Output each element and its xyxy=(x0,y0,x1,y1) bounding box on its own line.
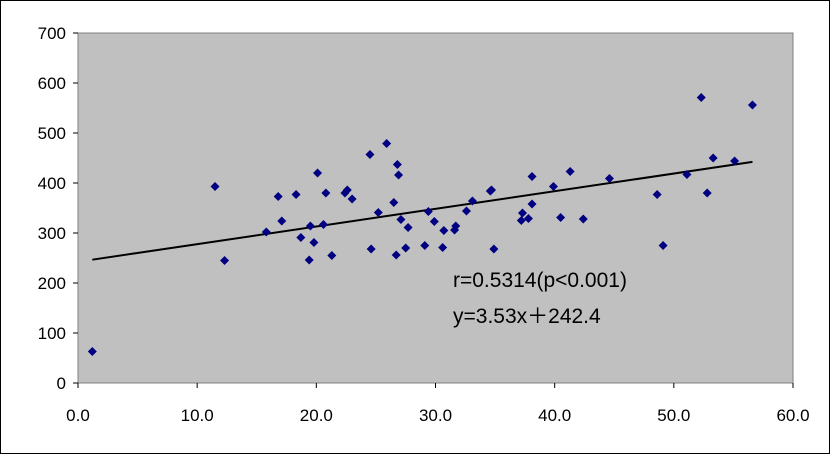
data-point xyxy=(527,172,537,181)
data-point xyxy=(382,139,392,148)
x-tick-label: 30.0 xyxy=(419,406,452,425)
data-point xyxy=(423,207,433,216)
data-point xyxy=(578,214,588,224)
data-point xyxy=(87,347,97,356)
regression-equation-annotation: y=3.53x＋242.4 xyxy=(453,305,601,328)
y-tick-label: 700 xyxy=(38,24,66,43)
data-point xyxy=(652,190,662,199)
x-axis-ticks: 0.0 10.0 20.0 30.0 40.0 50.0 60.0 xyxy=(66,383,810,425)
data-point xyxy=(296,233,306,242)
data-point xyxy=(210,182,220,191)
data-point xyxy=(342,185,352,195)
x-tick-label: 50.0 xyxy=(657,406,690,425)
data-point xyxy=(517,208,527,218)
data-point xyxy=(394,170,404,180)
data-point xyxy=(461,206,471,216)
data-point xyxy=(389,198,399,207)
data-point xyxy=(527,199,537,209)
data-point xyxy=(565,167,575,176)
data-point xyxy=(327,251,337,260)
data-point xyxy=(523,214,533,223)
data-point xyxy=(309,238,319,247)
data-point xyxy=(730,156,740,166)
data-points xyxy=(87,93,757,356)
y-tick-label: 500 xyxy=(38,124,66,143)
data-point xyxy=(318,220,328,229)
data-point xyxy=(429,217,439,226)
data-point xyxy=(702,188,712,198)
data-point xyxy=(420,241,430,250)
data-point xyxy=(321,188,331,198)
data-point xyxy=(347,194,357,204)
correlation-annotation: r=0.5314(p<0.001) xyxy=(453,269,627,292)
data-point xyxy=(391,250,401,260)
data-point xyxy=(277,216,287,226)
data-point xyxy=(261,227,271,237)
data-point xyxy=(220,256,230,265)
data-point xyxy=(401,243,411,253)
data-point xyxy=(516,216,526,225)
x-tick-label: 0.0 xyxy=(66,406,90,425)
x-tick-label: 60.0 xyxy=(776,406,809,425)
y-tick-label: 400 xyxy=(38,174,66,193)
data-point xyxy=(439,226,449,235)
x-tick-label: 20.0 xyxy=(300,406,333,425)
y-tick-label: 200 xyxy=(38,274,66,293)
data-point xyxy=(604,174,614,183)
data-point xyxy=(366,244,376,254)
data-point xyxy=(487,185,497,195)
data-point xyxy=(708,153,718,163)
y-tick-label: 300 xyxy=(38,224,66,243)
data-point xyxy=(403,223,413,232)
data-point xyxy=(304,255,314,265)
y-tick-label: 0 xyxy=(57,374,66,393)
data-point xyxy=(747,100,757,110)
data-point xyxy=(467,196,477,206)
y-tick-label: 600 xyxy=(38,74,66,93)
data-point xyxy=(451,221,461,231)
data-point xyxy=(682,170,692,179)
y-tick-label: 100 xyxy=(38,324,66,343)
data-point xyxy=(273,192,283,201)
y-axis-ticks: 0 100 200 300 400 500 600 700 xyxy=(38,24,78,393)
data-point xyxy=(392,160,402,169)
data-point xyxy=(556,213,566,222)
data-point xyxy=(313,168,323,178)
data-point xyxy=(489,244,499,254)
trendline xyxy=(92,160,753,261)
data-point xyxy=(373,208,383,217)
data-point xyxy=(548,182,558,191)
data-point xyxy=(396,215,406,224)
data-point xyxy=(291,190,301,199)
x-tick-label: 40.0 xyxy=(538,406,571,425)
data-point xyxy=(365,150,375,159)
x-tick-label: 10.0 xyxy=(181,406,214,425)
data-point xyxy=(696,93,706,102)
data-point xyxy=(438,243,448,252)
data-point xyxy=(658,241,668,250)
data-point xyxy=(305,221,315,231)
